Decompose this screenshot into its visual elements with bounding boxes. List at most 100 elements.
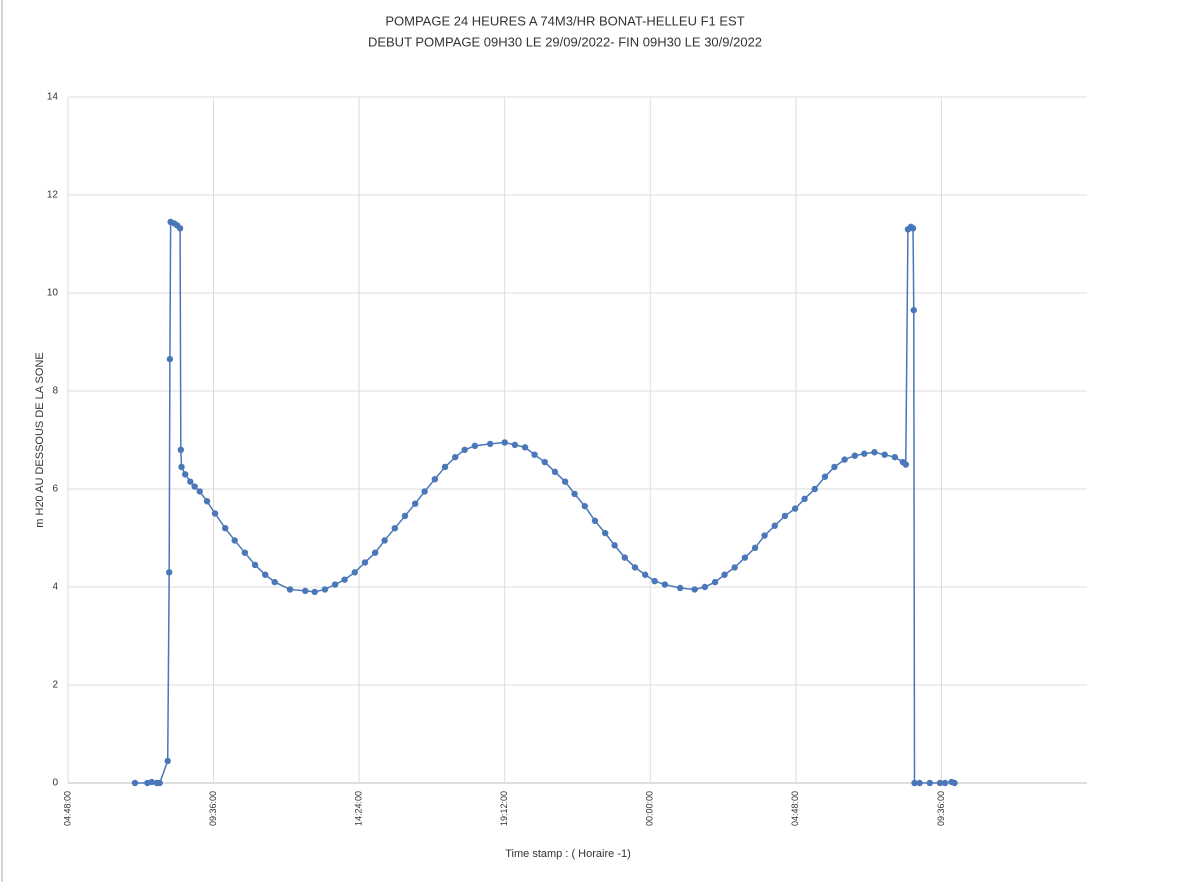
data-point [571, 490, 578, 498]
data-point [131, 779, 139, 787]
data-point [871, 449, 878, 456]
x-tick-label: 09:36:00 [936, 791, 946, 826]
data-point [381, 537, 388, 544]
data-point [811, 485, 818, 493]
data-point [751, 544, 759, 551]
y-tick-label: 6 [52, 484, 58, 495]
data-point [891, 453, 899, 461]
y-tick-label: 10 [47, 288, 59, 299]
data-point [371, 549, 379, 556]
data-point [361, 559, 369, 566]
data-point [302, 587, 309, 595]
data-point [411, 500, 419, 507]
data-point [531, 451, 538, 458]
data-point [401, 512, 409, 520]
data-point [731, 564, 738, 571]
data-point [881, 451, 888, 458]
data-point [471, 442, 479, 450]
data-point [861, 450, 868, 457]
data-point [486, 440, 494, 448]
x-tick-label: 19:12:00 [499, 791, 509, 826]
x-tick-label: 00:00:00 [645, 791, 655, 826]
data-point [211, 510, 219, 517]
y-tick-label: 14 [47, 92, 59, 103]
x-tick-label: 04:48:00 [790, 791, 800, 826]
y-axis-title: m H20 AU DESSOUS DE LA SONE [34, 352, 46, 527]
data-point [341, 576, 348, 583]
data-point [231, 537, 238, 544]
data-point [251, 561, 259, 569]
data-point [909, 225, 917, 232]
data-point [511, 441, 519, 449]
data-point [156, 779, 163, 787]
data-point [721, 571, 728, 578]
data-point [951, 779, 958, 787]
data-point [941, 779, 949, 787]
data-point [187, 478, 194, 485]
data-point [791, 505, 799, 512]
data-point [203, 498, 211, 505]
data-point [611, 542, 618, 549]
data-point [441, 463, 449, 471]
data-point [148, 778, 155, 786]
y-tick-label: 0 [52, 778, 58, 789]
data-point [911, 779, 918, 787]
data-point [676, 584, 684, 592]
data-point [621, 554, 629, 561]
data-point [651, 577, 658, 585]
y-tick-label: 12 [47, 190, 59, 201]
data-point [902, 461, 909, 468]
data-point [452, 453, 459, 461]
chart-title: POMPAGE 24 HEURES A 74M3/HR BONAT-HELLEU… [385, 13, 744, 28]
data-point [851, 452, 859, 459]
data-point [331, 581, 339, 588]
data-point [166, 355, 174, 363]
y-tick-label: 4 [52, 582, 58, 593]
data-point [541, 458, 548, 466]
data-point [178, 463, 185, 471]
data-point [581, 502, 588, 510]
data-point [801, 495, 808, 502]
x-tick-label: 14:24:00 [354, 791, 364, 826]
data-point [271, 578, 278, 586]
data-point [262, 571, 269, 578]
y-tick-label: 2 [52, 680, 58, 691]
data-point [241, 549, 249, 556]
data-point [421, 488, 428, 495]
data-point [286, 586, 294, 593]
data-point [831, 463, 838, 471]
data-point [821, 473, 829, 480]
x-tick-label: 09:36:00 [208, 791, 218, 826]
data-point [321, 586, 329, 593]
data-point [551, 468, 559, 476]
data-point [641, 571, 649, 578]
data-point [771, 522, 778, 529]
data-point [910, 306, 917, 314]
data-point [521, 444, 529, 451]
data-point [181, 471, 189, 478]
data-point [176, 225, 184, 232]
data-point [561, 478, 569, 485]
data-point [591, 517, 599, 525]
x-axis-title: Time stamp : ( Horaire -1) [505, 848, 631, 860]
data-point [501, 439, 508, 446]
data-point [631, 564, 639, 571]
x-tick-label: 04:48:00 [62, 791, 72, 826]
y-tick-label: 8 [52, 386, 58, 397]
data-point [711, 578, 719, 586]
data-point [222, 525, 229, 532]
data-point [165, 569, 173, 576]
data-point [661, 581, 669, 588]
data-point [191, 483, 198, 490]
data-point [601, 529, 609, 537]
data-point [926, 779, 933, 787]
data-point [351, 569, 358, 576]
data-point [916, 779, 923, 787]
data-point [461, 446, 468, 453]
data-point [431, 476, 439, 483]
data-point [781, 512, 789, 520]
data-point [841, 456, 848, 463]
